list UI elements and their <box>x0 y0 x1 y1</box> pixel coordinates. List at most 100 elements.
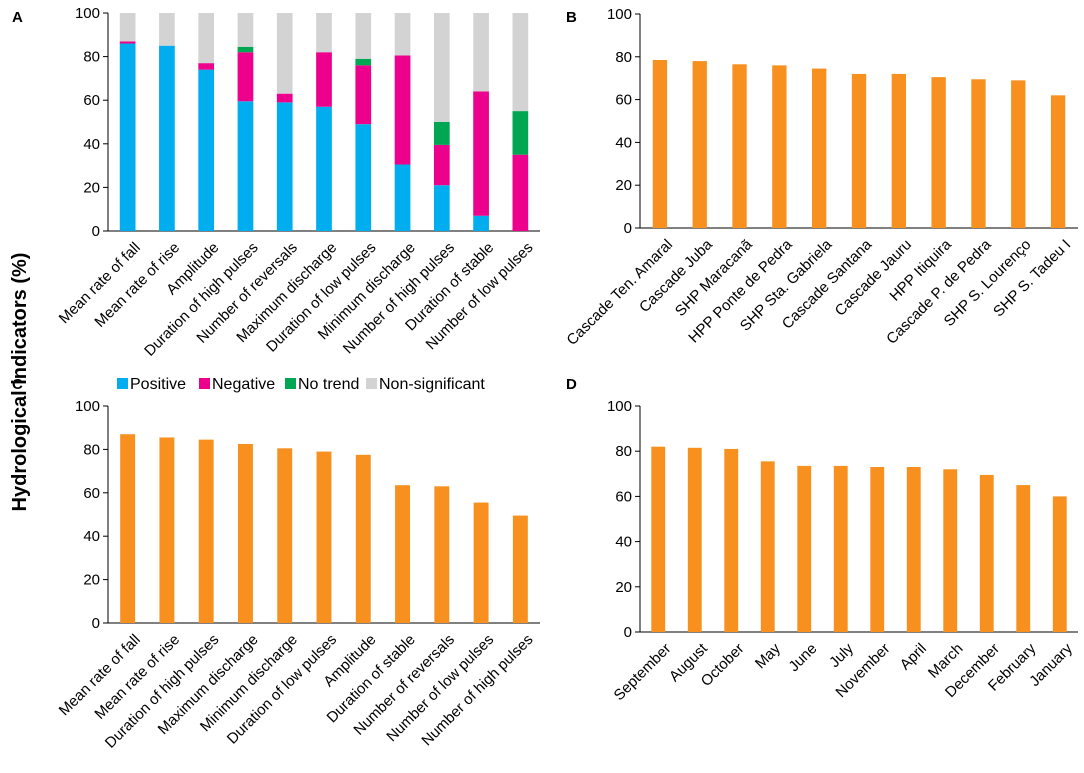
y-tick-label: 40 <box>615 534 632 551</box>
legend: Positive Negative No trend Non-significant <box>117 376 485 393</box>
y-axis-title: Hydrological indicators (%) <box>9 253 31 512</box>
bar-cascade-jauru <box>891 73 906 228</box>
bar-mean-rate-of-fall <box>120 434 136 623</box>
bar-non-significant-minimum-discharge <box>394 13 411 56</box>
bar-positive-maximum-discharge <box>316 106 332 231</box>
y-tick-label: 20 <box>83 179 100 196</box>
bar-august <box>687 447 702 632</box>
bar-non-significant-duration-of-low-pulses <box>355 13 372 59</box>
legend-label: Non-significant <box>379 376 485 393</box>
legend-swatch-negative <box>199 378 210 389</box>
x-tick-label: May <box>752 640 784 672</box>
bar-negative-number-of-low-pulses <box>512 154 529 231</box>
bar-september <box>651 446 666 632</box>
bar-hpp-itiquira <box>931 77 946 228</box>
bar-number-of-high-pulses <box>512 515 528 623</box>
y-tick-label: 0 <box>92 223 100 240</box>
panel-label: C <box>12 376 23 393</box>
legend-swatch-no-trend <box>285 378 296 389</box>
bar-hpp-ponte-de-pedra <box>772 65 787 228</box>
bar-shp-sta-gabriela <box>812 68 827 228</box>
bar-may <box>760 461 775 632</box>
bar-shp-s-lourenco <box>1011 80 1026 228</box>
bar-cascade-ten-amaral <box>652 60 668 229</box>
bar-maximum-discharge <box>237 443 253 623</box>
bar-non-significant-maximum-discharge <box>316 13 332 53</box>
y-tick-label: 100 <box>607 398 632 415</box>
y-tick-label: 60 <box>83 92 100 109</box>
y-tick-label: 0 <box>92 615 100 632</box>
bar-october <box>724 448 739 632</box>
y-tick-label: 40 <box>83 528 100 545</box>
bar-negative-duration-of-low-pulses <box>355 65 372 125</box>
x-tick-label: July <box>826 640 857 671</box>
bar-january <box>1052 496 1067 632</box>
bar-negative-number-of-reversals <box>276 93 293 103</box>
bar-negative-mean-rate-of-fall <box>119 41 136 44</box>
bar-duration-of-stable <box>395 485 411 623</box>
bar-july <box>833 465 848 632</box>
bar-duration-of-low-pulses <box>316 451 332 623</box>
y-tick-label: 60 <box>615 488 632 505</box>
y-tick-label: 100 <box>607 6 632 23</box>
y-tick-label: 100 <box>75 5 100 22</box>
bar-no-trend-number-of-high-pulses <box>433 122 450 145</box>
bar-no-trend-number-of-low-pulses <box>512 111 529 155</box>
y-tick-label: 20 <box>615 177 632 194</box>
bar-duration-of-high-pulses <box>198 439 214 623</box>
bar-negative-amplitude <box>198 63 215 70</box>
bar-no-trend-duration-of-high-pulses <box>237 46 254 53</box>
bar-amplitude <box>355 454 371 623</box>
y-tick-label: 40 <box>83 136 100 153</box>
bar-cascade-santana <box>851 73 867 228</box>
y-tick-label: 80 <box>83 49 100 66</box>
bar-positive-duration-of-stable <box>473 215 489 231</box>
bar-june <box>797 465 812 632</box>
bar-no-trend-duration-of-low-pulses <box>355 58 372 66</box>
bar-positive-duration-of-low-pulses <box>355 124 372 231</box>
legend-label: No trend <box>298 376 359 393</box>
bar-april <box>906 467 921 632</box>
bar-december <box>979 474 994 632</box>
bar-non-significant-mean-rate-of-fall <box>119 13 136 42</box>
y-tick-label: 0 <box>624 624 632 641</box>
y-tick-label: 100 <box>75 398 100 415</box>
bar-mean-rate-of-rise <box>159 437 175 623</box>
y-tick-label: 0 <box>624 220 632 237</box>
legend-label: Negative <box>212 376 275 393</box>
y-tick-label: 80 <box>615 49 632 66</box>
bar-positive-minimum-discharge <box>394 164 411 231</box>
y-tick-label: 60 <box>615 92 632 109</box>
bar-non-significant-number-of-high-pulses <box>433 13 450 122</box>
bar-non-significant-duration-of-high-pulses <box>237 13 254 47</box>
y-tick-label: 60 <box>83 485 100 502</box>
bar-non-significant-duration-of-stable <box>473 13 489 92</box>
bar-negative-duration-of-stable <box>473 91 489 216</box>
x-tick-label: June <box>785 640 820 675</box>
y-tick-label: 20 <box>83 572 100 589</box>
bar-negative-minimum-discharge <box>394 55 411 165</box>
legend-label: Positive <box>130 376 186 393</box>
bar-march <box>943 469 958 632</box>
y-tick-label: 80 <box>83 441 100 458</box>
bar-cascade-juba <box>692 61 707 228</box>
bar-positive-number-of-reversals <box>276 102 293 231</box>
bar-positive-duration-of-high-pulses <box>237 101 254 231</box>
bar-non-significant-number-of-low-pulses <box>512 13 529 112</box>
bar-non-significant-mean-rate-of-rise <box>159 13 175 46</box>
y-tick-label: 80 <box>615 443 632 460</box>
bar-positive-number-of-high-pulses <box>433 185 450 231</box>
bar-number-of-low-pulses <box>473 502 489 623</box>
bar-positive-mean-rate-of-rise <box>159 45 175 232</box>
bar-non-significant-number-of-reversals <box>276 13 293 94</box>
bar-negative-maximum-discharge <box>316 52 332 107</box>
bar-shp-s-tadeu-i <box>1050 95 1066 228</box>
bar-positive-mean-rate-of-fall <box>119 43 136 231</box>
legend-swatch-positive <box>117 378 128 389</box>
bar-february <box>1016 485 1031 632</box>
bar-november <box>870 467 885 632</box>
